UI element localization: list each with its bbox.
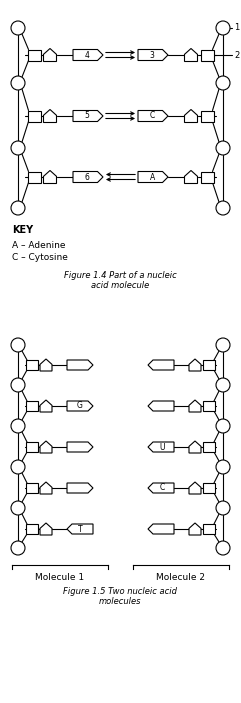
- Circle shape: [11, 201, 25, 215]
- Polygon shape: [43, 110, 56, 122]
- Circle shape: [216, 541, 230, 555]
- Polygon shape: [67, 360, 93, 370]
- Text: 4: 4: [85, 51, 90, 60]
- Polygon shape: [40, 400, 52, 412]
- Circle shape: [11, 378, 25, 392]
- Bar: [203, 524, 215, 534]
- Text: C – Cytosine: C – Cytosine: [12, 253, 68, 262]
- Bar: [26, 401, 38, 411]
- Polygon shape: [40, 482, 52, 494]
- Polygon shape: [67, 524, 93, 534]
- Bar: [26, 483, 38, 493]
- Polygon shape: [148, 483, 174, 493]
- Polygon shape: [189, 523, 201, 535]
- Polygon shape: [148, 401, 174, 411]
- Polygon shape: [73, 49, 103, 60]
- Circle shape: [216, 141, 230, 155]
- Polygon shape: [148, 442, 174, 452]
- Text: 5: 5: [85, 112, 90, 120]
- Bar: [26, 524, 38, 534]
- Bar: [203, 483, 215, 493]
- Circle shape: [11, 460, 25, 474]
- Polygon shape: [67, 483, 93, 493]
- Polygon shape: [189, 441, 201, 453]
- Polygon shape: [73, 110, 103, 122]
- Bar: [201, 49, 214, 60]
- Bar: [26, 442, 38, 452]
- Text: 3: 3: [150, 51, 155, 60]
- Polygon shape: [138, 172, 168, 183]
- Text: Figure 1.5 Two nucleic acid
molecules: Figure 1.5 Two nucleic acid molecules: [63, 587, 177, 607]
- Polygon shape: [40, 359, 52, 371]
- Text: KEY: KEY: [12, 225, 33, 235]
- Polygon shape: [67, 401, 93, 411]
- Text: Molecule 2: Molecule 2: [156, 573, 206, 582]
- Circle shape: [216, 21, 230, 35]
- Polygon shape: [185, 110, 198, 122]
- Text: 2: 2: [234, 51, 239, 60]
- Polygon shape: [185, 49, 198, 61]
- Circle shape: [216, 419, 230, 433]
- Text: C: C: [159, 484, 164, 493]
- Bar: [27, 110, 40, 122]
- Polygon shape: [189, 359, 201, 371]
- Polygon shape: [43, 49, 56, 61]
- Circle shape: [216, 76, 230, 90]
- Text: Figure 1.4 Part of a nucleic
acid molecule: Figure 1.4 Part of a nucleic acid molecu…: [64, 271, 176, 290]
- Polygon shape: [67, 442, 93, 452]
- Circle shape: [216, 501, 230, 515]
- Circle shape: [11, 76, 25, 90]
- Circle shape: [216, 338, 230, 352]
- Polygon shape: [189, 400, 201, 412]
- Polygon shape: [148, 360, 174, 370]
- Circle shape: [11, 141, 25, 155]
- Text: A – Adenine: A – Adenine: [12, 241, 66, 250]
- Text: U: U: [159, 442, 165, 451]
- Text: A: A: [150, 172, 155, 181]
- Circle shape: [11, 338, 25, 352]
- Polygon shape: [138, 110, 168, 122]
- Text: 1: 1: [234, 23, 239, 32]
- Bar: [27, 49, 40, 60]
- Polygon shape: [185, 171, 198, 183]
- Text: C: C: [150, 112, 155, 120]
- Circle shape: [216, 201, 230, 215]
- Bar: [201, 110, 214, 122]
- Bar: [26, 360, 38, 370]
- Circle shape: [11, 419, 25, 433]
- Bar: [203, 442, 215, 452]
- Bar: [203, 360, 215, 370]
- Circle shape: [216, 460, 230, 474]
- Polygon shape: [40, 523, 52, 535]
- Bar: [27, 172, 40, 183]
- Polygon shape: [43, 171, 56, 183]
- Text: 6: 6: [85, 172, 90, 181]
- Polygon shape: [148, 524, 174, 534]
- Circle shape: [11, 501, 25, 515]
- Polygon shape: [73, 172, 103, 183]
- Bar: [201, 172, 214, 183]
- Text: Molecule 1: Molecule 1: [35, 573, 85, 582]
- Text: G: G: [76, 401, 82, 411]
- Bar: [203, 401, 215, 411]
- Text: T: T: [78, 524, 83, 534]
- Polygon shape: [138, 49, 168, 60]
- Polygon shape: [40, 441, 52, 453]
- Circle shape: [11, 541, 25, 555]
- Polygon shape: [189, 482, 201, 494]
- Circle shape: [216, 378, 230, 392]
- Circle shape: [11, 21, 25, 35]
